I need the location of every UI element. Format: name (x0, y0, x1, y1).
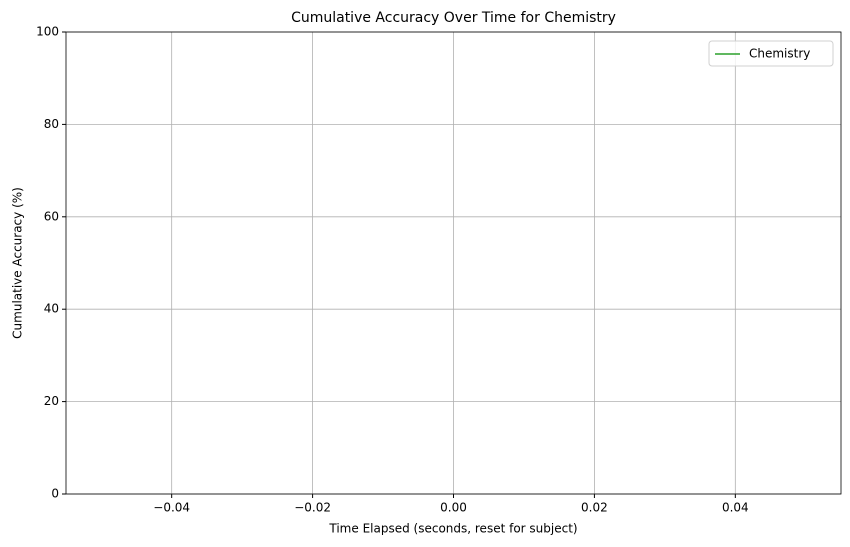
y-tick-label: 20 (44, 394, 59, 408)
y-tick-label: 80 (44, 117, 59, 131)
x-tick-label: −0.04 (153, 501, 190, 515)
y-tick-label: 60 (44, 209, 59, 223)
x-tick-label: 0.04 (722, 501, 749, 515)
y-tick-label: 40 (44, 302, 59, 316)
chart-title: Cumulative Accuracy Over Time for Chemis… (291, 10, 616, 26)
plot-frame (65, 31, 842, 495)
legend-box (708, 40, 834, 67)
legend-label: Chemistry (749, 47, 810, 61)
y-tick-label: 100 (36, 25, 59, 39)
x-tick-label: 0.02 (581, 501, 608, 515)
x-tick-label: −0.02 (294, 501, 331, 515)
x-tick-label: 0.00 (440, 501, 467, 515)
y-tick-label: 0 (51, 487, 59, 501)
x-axis-label: Time Elapsed (seconds, reset for subject… (328, 522, 577, 536)
y-axis-label: Cumulative Accuracy (%) (11, 187, 25, 339)
